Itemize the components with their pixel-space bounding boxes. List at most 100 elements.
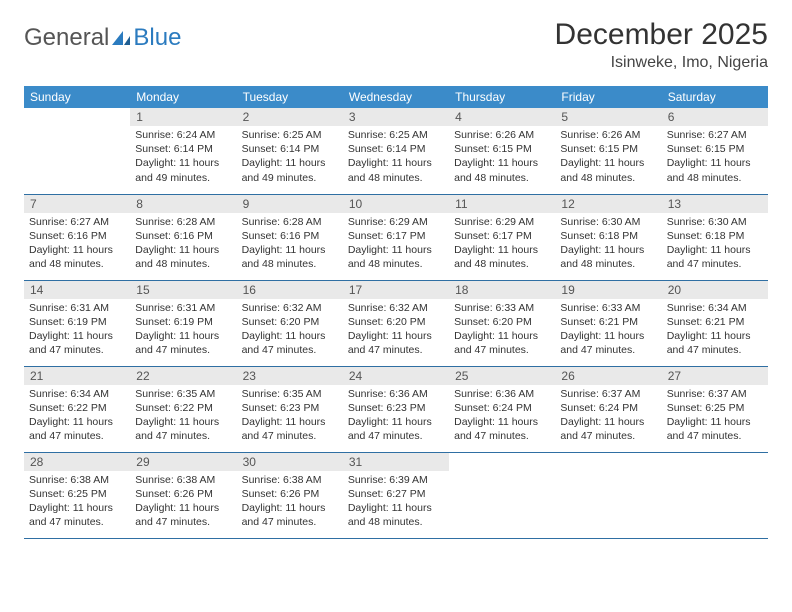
calendar-cell: 6Sunrise: 6:27 AMSunset: 6:15 PMDaylight… [662,108,768,194]
sunset-text: Sunset: 6:22 PM [29,401,125,415]
daylight-text: Daylight: 11 hours and 47 minutes. [667,243,763,271]
day-number: 20 [662,281,768,299]
sunset-text: Sunset: 6:16 PM [242,229,338,243]
sail-icon [111,30,131,46]
calendar-cell [555,452,661,538]
day-details: Sunrise: 6:31 AMSunset: 6:19 PMDaylight:… [130,299,236,362]
sunset-text: Sunset: 6:26 PM [135,487,231,501]
sunset-text: Sunset: 6:24 PM [560,401,656,415]
calendar-cell: 29Sunrise: 6:38 AMSunset: 6:26 PMDayligh… [130,452,236,538]
title-block: December 2025 Isinweke, Imo, Nigeria [555,18,768,72]
day-number: 27 [662,367,768,385]
sunrise-text: Sunrise: 6:32 AM [348,301,444,315]
calendar-cell [449,452,555,538]
page-title: December 2025 [555,18,768,52]
day-details: Sunrise: 6:30 AMSunset: 6:18 PMDaylight:… [662,213,768,276]
sunrise-text: Sunrise: 6:30 AM [560,215,656,229]
daylight-text: Daylight: 11 hours and 47 minutes. [242,501,338,529]
weekday-header: Sunday [24,86,130,108]
calendar-cell: 4Sunrise: 6:26 AMSunset: 6:15 PMDaylight… [449,108,555,194]
calendar-cell [24,108,130,194]
daylight-text: Daylight: 11 hours and 48 minutes. [348,243,444,271]
calendar-cell: 13Sunrise: 6:30 AMSunset: 6:18 PMDayligh… [662,194,768,280]
calendar-cell: 26Sunrise: 6:37 AMSunset: 6:24 PMDayligh… [555,366,661,452]
daylight-text: Daylight: 11 hours and 48 minutes. [560,156,656,184]
day-number: 30 [237,453,343,471]
sunrise-text: Sunrise: 6:37 AM [560,387,656,401]
sunset-text: Sunset: 6:18 PM [560,229,656,243]
sunset-text: Sunset: 6:14 PM [135,142,231,156]
daylight-text: Daylight: 11 hours and 48 minutes. [667,156,763,184]
daylight-text: Daylight: 11 hours and 47 minutes. [454,415,550,443]
daylight-text: Daylight: 11 hours and 48 minutes. [242,243,338,271]
sunset-text: Sunset: 6:15 PM [667,142,763,156]
sunrise-text: Sunrise: 6:28 AM [242,215,338,229]
sunrise-text: Sunrise: 6:36 AM [348,387,444,401]
sunset-text: Sunset: 6:16 PM [135,229,231,243]
sunrise-text: Sunrise: 6:32 AM [242,301,338,315]
sunset-text: Sunset: 6:19 PM [135,315,231,329]
sunset-text: Sunset: 6:23 PM [242,401,338,415]
calendar-cell: 16Sunrise: 6:32 AMSunset: 6:20 PMDayligh… [237,280,343,366]
sunrise-text: Sunrise: 6:25 AM [242,128,338,142]
sunrise-text: Sunrise: 6:39 AM [348,473,444,487]
daylight-text: Daylight: 11 hours and 48 minutes. [29,243,125,271]
day-details: Sunrise: 6:28 AMSunset: 6:16 PMDaylight:… [130,213,236,276]
day-details: Sunrise: 6:28 AMSunset: 6:16 PMDaylight:… [237,213,343,276]
sunrise-text: Sunrise: 6:29 AM [348,215,444,229]
calendar-cell: 2Sunrise: 6:25 AMSunset: 6:14 PMDaylight… [237,108,343,194]
day-details: Sunrise: 6:25 AMSunset: 6:14 PMDaylight:… [237,126,343,189]
sunrise-text: Sunrise: 6:37 AM [667,387,763,401]
sunrise-text: Sunrise: 6:25 AM [348,128,444,142]
calendar-cell: 27Sunrise: 6:37 AMSunset: 6:25 PMDayligh… [662,366,768,452]
calendar-cell: 1Sunrise: 6:24 AMSunset: 6:14 PMDaylight… [130,108,236,194]
day-number: 4 [449,108,555,126]
sunset-text: Sunset: 6:21 PM [667,315,763,329]
calendar-cell: 8Sunrise: 6:28 AMSunset: 6:16 PMDaylight… [130,194,236,280]
calendar-row: 21Sunrise: 6:34 AMSunset: 6:22 PMDayligh… [24,366,768,452]
daylight-text: Daylight: 11 hours and 47 minutes. [135,329,231,357]
day-details: Sunrise: 6:24 AMSunset: 6:14 PMDaylight:… [130,126,236,189]
day-number: 29 [130,453,236,471]
day-number: 2 [237,108,343,126]
daylight-text: Daylight: 11 hours and 47 minutes. [242,329,338,357]
daylight-text: Daylight: 11 hours and 47 minutes. [667,415,763,443]
day-details: Sunrise: 6:37 AMSunset: 6:24 PMDaylight:… [555,385,661,448]
daylight-text: Daylight: 11 hours and 48 minutes. [135,243,231,271]
sunrise-text: Sunrise: 6:24 AM [135,128,231,142]
sunset-text: Sunset: 6:24 PM [454,401,550,415]
daylight-text: Daylight: 11 hours and 48 minutes. [560,243,656,271]
day-number: 9 [237,195,343,213]
day-details: Sunrise: 6:30 AMSunset: 6:18 PMDaylight:… [555,213,661,276]
sunrise-text: Sunrise: 6:38 AM [135,473,231,487]
calendar-row: 28Sunrise: 6:38 AMSunset: 6:25 PMDayligh… [24,452,768,538]
day-number: 14 [24,281,130,299]
sunrise-text: Sunrise: 6:34 AM [29,387,125,401]
day-details: Sunrise: 6:35 AMSunset: 6:23 PMDaylight:… [237,385,343,448]
sunset-text: Sunset: 6:22 PM [135,401,231,415]
sunrise-text: Sunrise: 6:27 AM [29,215,125,229]
calendar-cell: 22Sunrise: 6:35 AMSunset: 6:22 PMDayligh… [130,366,236,452]
calendar-cell: 21Sunrise: 6:34 AMSunset: 6:22 PMDayligh… [24,366,130,452]
sunset-text: Sunset: 6:25 PM [29,487,125,501]
sunset-text: Sunset: 6:27 PM [348,487,444,501]
daylight-text: Daylight: 11 hours and 48 minutes. [454,156,550,184]
day-number: 5 [555,108,661,126]
header: General Blue December 2025 Isinweke, Imo… [24,18,768,72]
daylight-text: Daylight: 11 hours and 47 minutes. [560,329,656,357]
day-number: 17 [343,281,449,299]
brand-logo: General Blue [24,24,181,52]
daylight-text: Daylight: 11 hours and 47 minutes. [667,329,763,357]
weekday-header: Saturday [662,86,768,108]
sunset-text: Sunset: 6:16 PM [29,229,125,243]
day-details: Sunrise: 6:34 AMSunset: 6:22 PMDaylight:… [24,385,130,448]
day-details: Sunrise: 6:29 AMSunset: 6:17 PMDaylight:… [449,213,555,276]
sunset-text: Sunset: 6:18 PM [667,229,763,243]
sunset-text: Sunset: 6:23 PM [348,401,444,415]
calendar-cell: 28Sunrise: 6:38 AMSunset: 6:25 PMDayligh… [24,452,130,538]
day-number: 6 [662,108,768,126]
daylight-text: Daylight: 11 hours and 47 minutes. [29,501,125,529]
day-number: 16 [237,281,343,299]
weekday-header: Thursday [449,86,555,108]
sunset-text: Sunset: 6:26 PM [242,487,338,501]
